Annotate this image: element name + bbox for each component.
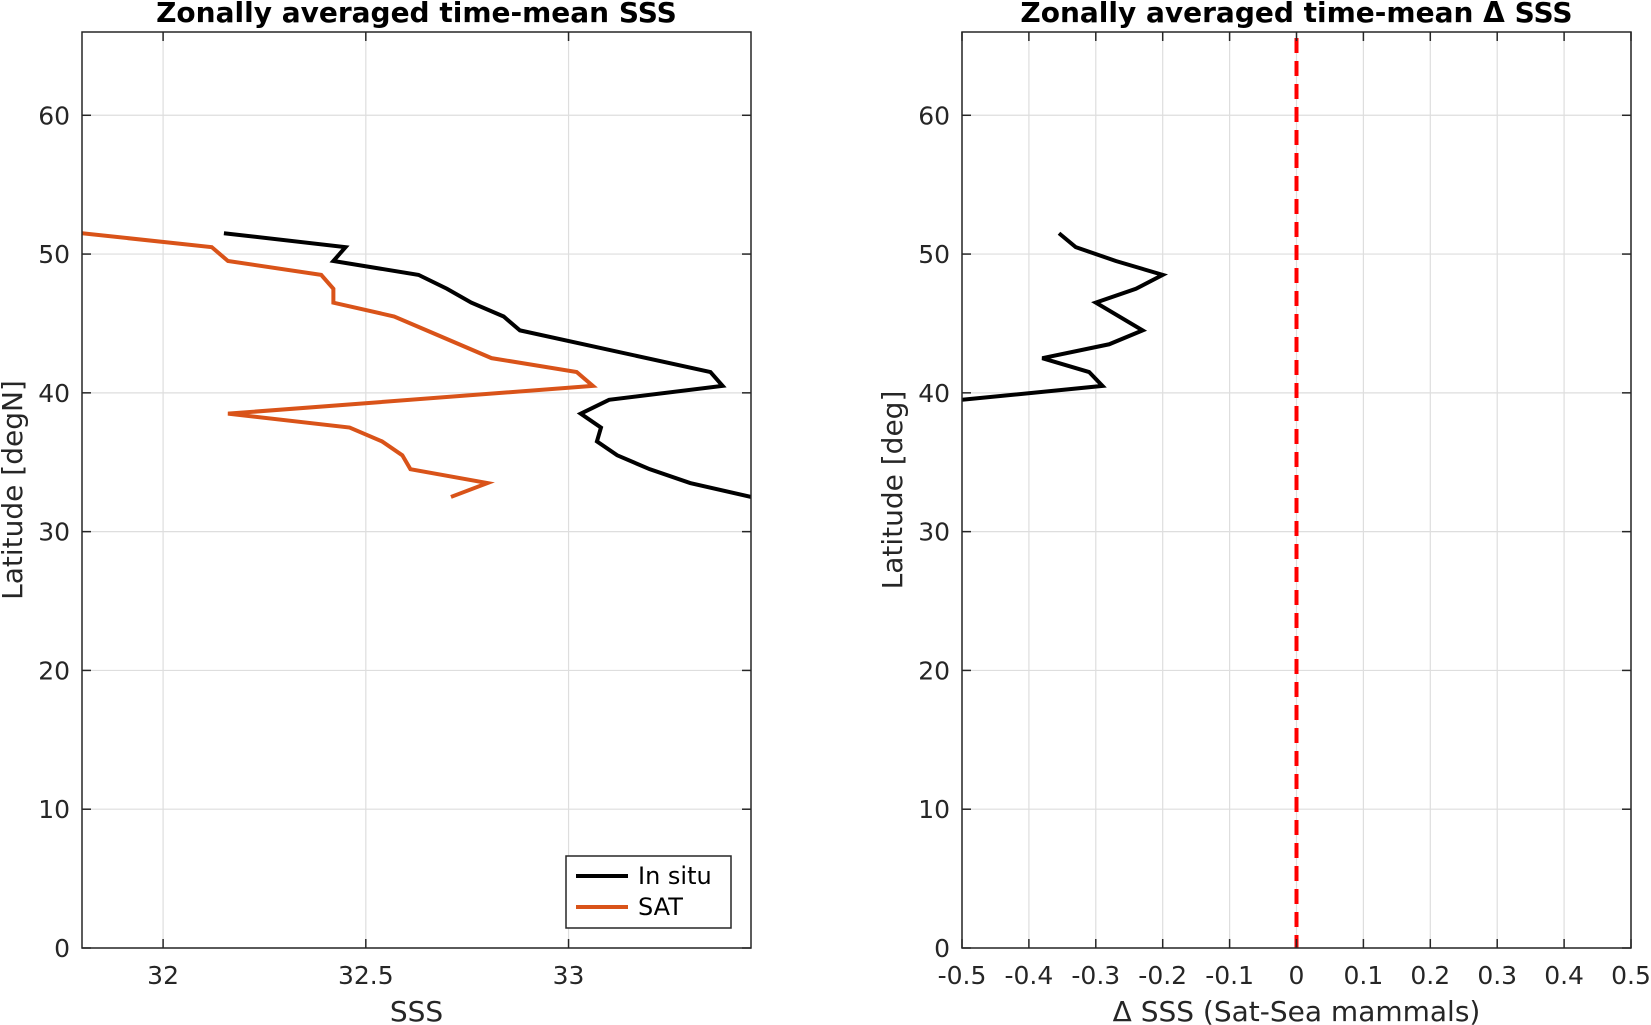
left-y-tick-label: 30 xyxy=(38,518,70,547)
left-x-axis-label: SSS xyxy=(390,995,443,1025)
right-x-tick-label: 0.4 xyxy=(1544,961,1584,990)
right-y-tick-label: 10 xyxy=(918,795,950,824)
right-series-line-delta xyxy=(962,231,1169,402)
right-x-tick-label: -0.1 xyxy=(1205,961,1254,990)
right-x-tick-label: -0.4 xyxy=(1005,961,1054,990)
right-chart: -0.5 -0.4 -0.3 -0.2 -0.1 0 0.1 0.2 0.3 0.4 0.5 0 10 2… xyxy=(876,0,1651,1025)
right-y-axis-label: Latitude [deg] xyxy=(876,391,909,590)
left-legend-label: In situ xyxy=(638,862,712,890)
left-y-axis-label: Latitude [degN] xyxy=(0,380,29,600)
right-x-tick-label: -0.5 xyxy=(938,961,987,990)
left-y-tick-label: 10 xyxy=(38,795,70,824)
left-y-tick-label: 0 xyxy=(54,934,70,963)
left-legend: In situ SAT xyxy=(565,855,732,929)
left-chart: 32 32.5 33 0 10 20 30 40 50 60 Zonally averaged ti… xyxy=(0,0,752,1025)
right-y-tick-label: 40 xyxy=(918,379,950,408)
right-x-tick-label: 0.3 xyxy=(1477,961,1517,990)
right-y-tick-label: 30 xyxy=(918,518,950,547)
left-y-tick-label: 50 xyxy=(38,240,70,269)
left-y-tick-label: 20 xyxy=(38,656,70,685)
left-axes-box xyxy=(81,31,752,949)
right-y-tick-label: 20 xyxy=(918,656,950,685)
left-y-tick-label: 60 xyxy=(38,101,70,130)
left-x-tick-label: 32.5 xyxy=(338,961,394,990)
right-y-tick-label: 50 xyxy=(918,240,950,269)
right-x-tick-label: 0.5 xyxy=(1611,961,1651,990)
left-x-tick-label: 33 xyxy=(553,961,585,990)
left-series-line-sat xyxy=(82,231,598,499)
right-x-tick-label: 0.1 xyxy=(1344,961,1384,990)
left-x-tick-label: 32 xyxy=(147,961,179,990)
left-series-line-in-situ xyxy=(223,231,751,499)
left-y-tick-label: 40 xyxy=(38,379,70,408)
left-chart-title: Zonally averaged time-mean SSS xyxy=(156,0,677,29)
left-legend-label: SAT xyxy=(638,893,683,921)
right-x-tick-label: 0.2 xyxy=(1410,961,1450,990)
right-x-tick-label: -0.2 xyxy=(1138,961,1187,990)
right-y-tick-label: 0 xyxy=(934,934,950,963)
right-y-tick-label: 60 xyxy=(918,101,950,130)
right-x-tick-label: -0.3 xyxy=(1071,961,1120,990)
right-chart-title: Zonally averaged time-mean Δ SSS xyxy=(1020,0,1572,29)
left-legend-box xyxy=(565,855,732,929)
right-x-tick-label: 0 xyxy=(1289,961,1305,990)
right-x-axis-label: Δ SSS (Sat-Sea mammals) xyxy=(1113,995,1481,1025)
